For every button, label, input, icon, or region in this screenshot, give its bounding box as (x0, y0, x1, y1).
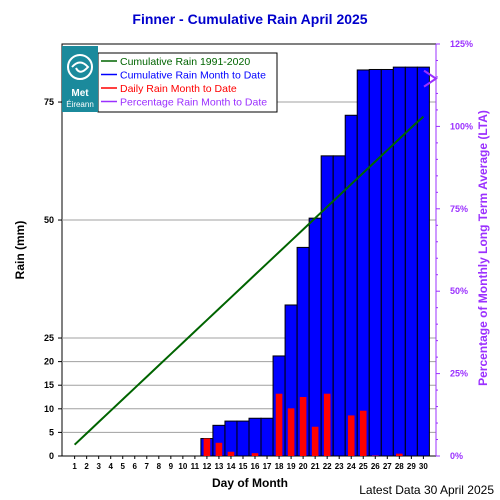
logo-text-met: Met (71, 88, 89, 99)
x-tick-label: 19 (287, 462, 296, 471)
x-tick-label: 12 (202, 462, 211, 471)
x-tick-label: 20 (299, 462, 308, 471)
y-tick-label: 75 (44, 97, 54, 107)
x-tick-label: 6 (133, 462, 138, 471)
x-tick-label: 5 (121, 462, 126, 471)
chart-title: Finner - Cumulative Rain April 2025 (132, 11, 367, 27)
y2-tick-label: 125% (450, 39, 473, 49)
cumulative-bar (236, 420, 250, 457)
daily-bar (347, 415, 355, 456)
x-tick-label: 21 (311, 462, 320, 471)
legend-label: Percentage Rain Month to Date (120, 97, 267, 109)
y-tick-label: 50 (44, 215, 54, 225)
met-eireann-logo: Met Éireann (62, 46, 98, 112)
cumulative-bar (404, 66, 418, 457)
x-tick-label: 9 (169, 462, 174, 471)
cumulative-bar (248, 417, 262, 457)
logo-text-eireann: Éireann (66, 100, 94, 109)
daily-bar (299, 397, 307, 456)
x-tick-label: 28 (395, 462, 404, 471)
logo-swirl-icon (67, 54, 93, 80)
y-tick-label: 0 (49, 451, 54, 461)
x-tick-label: 23 (335, 462, 344, 471)
daily-bar (251, 453, 259, 456)
x-tick-label: 2 (84, 462, 89, 471)
x-tick-label: 26 (371, 462, 380, 471)
daily-bar (323, 393, 331, 456)
x-tick-label: 3 (96, 462, 101, 471)
y2-tick-label: 0% (450, 451, 463, 461)
y-tick-label: 10 (44, 404, 54, 414)
x-tick-label: 10 (178, 462, 187, 471)
cumulative-bar (392, 66, 406, 457)
cumulative-bar (224, 420, 238, 457)
cumulative-bar (308, 217, 322, 457)
y-axis-left: 0 5 10 15 20 25 50 75 (44, 97, 62, 461)
y-axis-right: 0% 25% 50% 75% 100% 125% (435, 39, 473, 461)
daily-bar (287, 408, 295, 456)
y-tick-label: 15 (44, 380, 54, 390)
x-axis: 1 2 3 4 5 6 7 8 9 10 11 12 13 14 15 16 17 18 19 20 21 22 23 24 2… (72, 456, 428, 471)
y2-tick-label: 100% (450, 121, 473, 131)
x-tick-label: 14 (227, 462, 236, 471)
x-tick-label: 8 (157, 462, 162, 471)
cumulative-bar (416, 66, 430, 457)
cumulative-bar (368, 68, 382, 457)
x-tick-label: 25 (359, 462, 368, 471)
daily-bar (215, 442, 223, 456)
daily-bar (227, 451, 235, 456)
cumulative-bar (260, 417, 274, 457)
y2-tick-label: 75% (450, 204, 468, 214)
daily-bar (311, 426, 319, 456)
x-tick-label: 13 (214, 462, 223, 471)
x-tick-label: 22 (323, 462, 332, 471)
daily-bar (203, 438, 211, 456)
cumulative-bar (344, 114, 358, 457)
x-tick-label: 7 (145, 462, 150, 471)
legend-label: Cumulative Rain Month to Date (120, 70, 266, 82)
x-tick-label: 29 (407, 462, 416, 471)
daily-bar (396, 453, 403, 456)
y-tick-label: 5 (49, 427, 54, 437)
daily-bar (275, 393, 283, 456)
x-tick-label: 4 (108, 462, 113, 471)
x-tick-label: 16 (251, 462, 260, 471)
y2-tick-label: 25% (450, 369, 468, 379)
legend-box (97, 52, 278, 113)
x-tick-label: 17 (263, 462, 272, 471)
legend-label: Cumulative Rain 1991-2020 (120, 56, 250, 68)
legend: Cumulative Rain 1991-2020 Cumulative Rain… (97, 52, 278, 113)
y2-axis-label: Percentage of Monthly Long Term Average … (476, 110, 490, 386)
y-tick-label: 25 (44, 333, 54, 343)
cumulative-bar (332, 155, 346, 457)
x-tick-label: 18 (275, 462, 284, 471)
x-tick-label: 27 (383, 462, 392, 471)
x-tick-label: 11 (191, 462, 200, 471)
cumulative-bar (380, 68, 394, 457)
x-tick-label: 15 (239, 462, 248, 471)
lta-cumulative-line (73, 115, 425, 446)
cumulative-bar (356, 69, 370, 457)
y2-tick-label: 50% (450, 286, 468, 296)
x-tick-label: 24 (347, 462, 356, 471)
daily-bars (203, 393, 403, 456)
latest-data-note: Latest Data 30 April 2025 (359, 483, 494, 497)
y-tick-label: 20 (44, 357, 54, 367)
daily-bar (359, 410, 367, 456)
x-tick-label: 30 (419, 462, 428, 471)
x-axis-label: Day of Month (212, 476, 288, 490)
y-axis-label: Rain (mm) (13, 221, 27, 280)
x-tick-label: 1 (72, 462, 77, 471)
legend-label: Daily Rain Month to Date (120, 83, 237, 95)
